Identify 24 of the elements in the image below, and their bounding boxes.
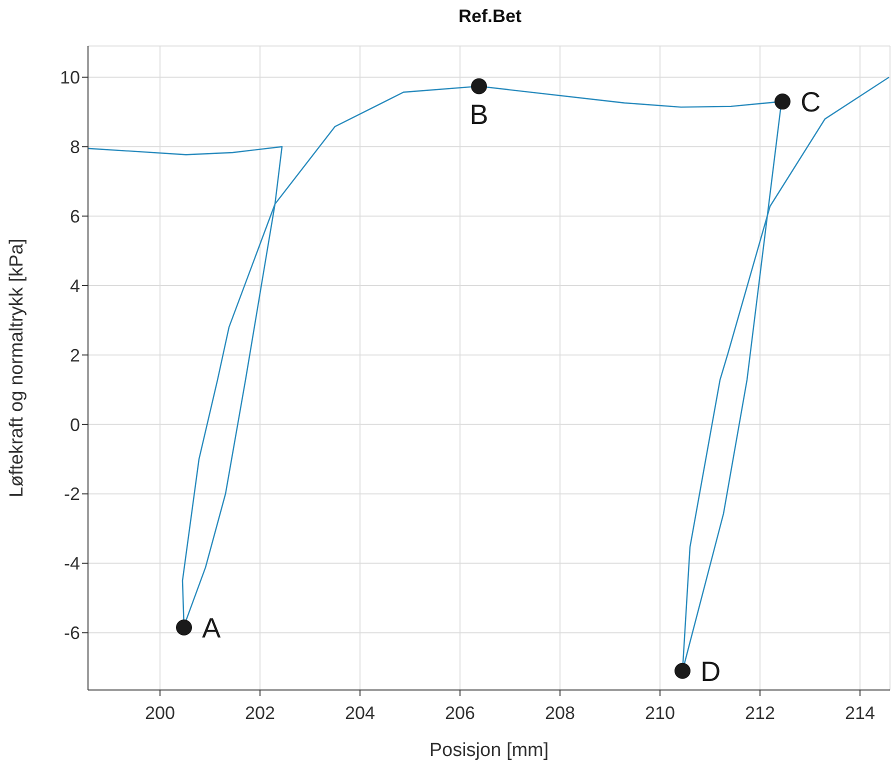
y-tick-label: 8	[70, 137, 80, 158]
y-tick-label: 0	[70, 414, 80, 435]
x-tick-label: 210	[644, 702, 676, 723]
x-tick-label: 202	[244, 702, 276, 723]
y-tick-label: -4	[64, 554, 80, 574]
x-tick-label: 212	[744, 702, 776, 723]
y-tick-label: 10	[60, 68, 80, 88]
y-tick-label: 4	[70, 276, 80, 296]
x-tick-label: 214	[844, 702, 876, 723]
x-axis-title: Posisjon [mm]	[429, 740, 549, 761]
x-tick-label: 200	[144, 702, 176, 723]
y-tick-label: -2	[64, 484, 80, 504]
x-tick-label: 206	[444, 702, 476, 723]
y-axis-title: Løftekraft og normaltrykk [kPa]	[6, 238, 28, 498]
annotation: A	[202, 612, 221, 644]
y-tick-label: 2	[70, 345, 80, 366]
x-tick-label: 208	[544, 702, 576, 723]
annotation: D	[700, 656, 721, 687]
y-tick-label: -6	[64, 623, 80, 644]
y-tick-label: 6	[70, 206, 80, 227]
annotation: B	[470, 99, 488, 130]
chart-title: Ref.Bet	[457, 6, 522, 27]
x-tick-label: 204	[344, 702, 376, 723]
annotation: C	[800, 86, 821, 118]
